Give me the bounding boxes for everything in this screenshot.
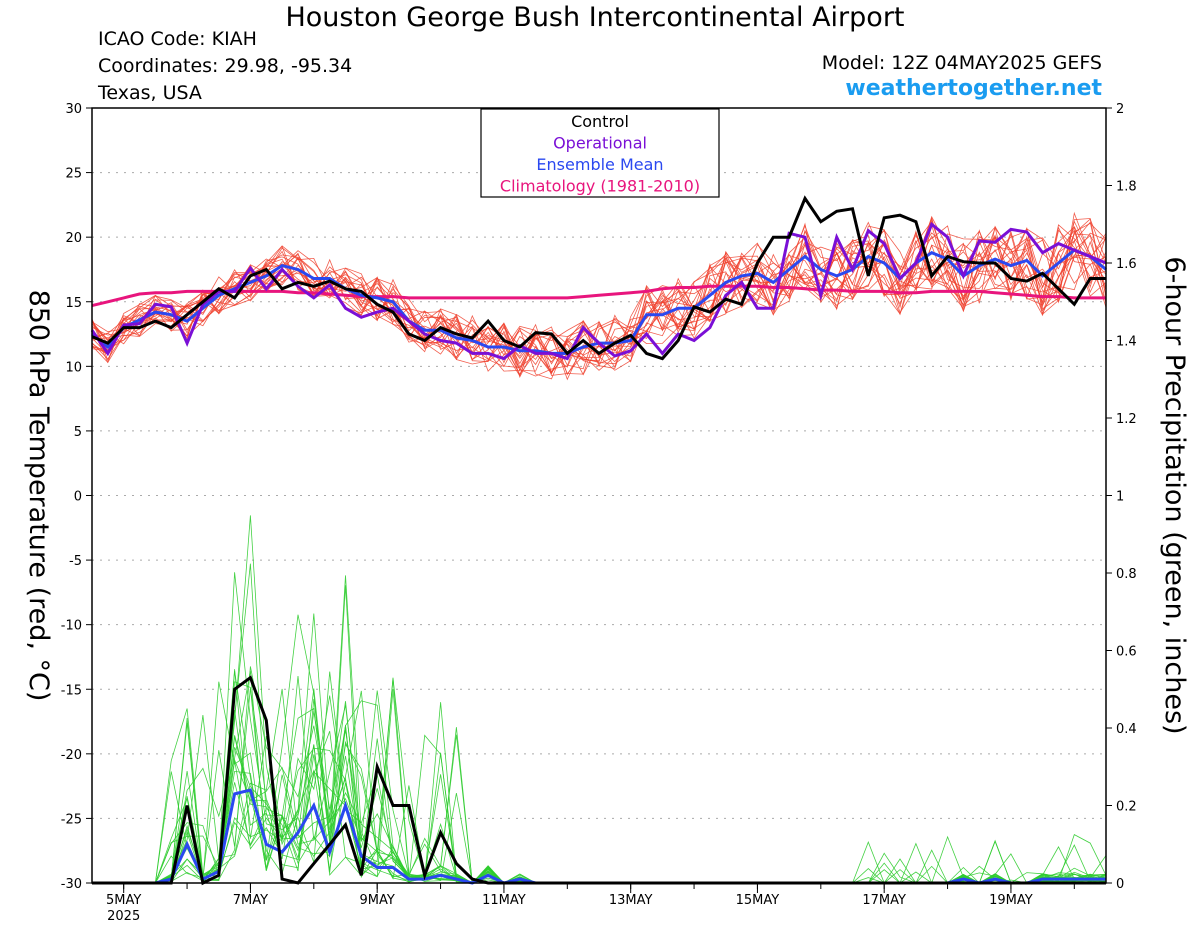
right-tick-label: 0 <box>1116 877 1124 892</box>
left-tick-label: 25 <box>65 167 82 182</box>
ylabel-left: 850 hPa Temperature (red, °C) <box>23 290 54 702</box>
precip-member-line <box>92 515 1107 884</box>
brand-link[interactable]: weathertogether.net <box>845 76 1102 101</box>
x-tick-label: 19MAY <box>989 893 1033 908</box>
temperature-member-line <box>91 218 1107 377</box>
right-tick-label: 0.8 <box>1116 567 1137 582</box>
left-tick-label: -15 <box>61 683 82 698</box>
left-tick-label: -25 <box>61 812 82 827</box>
right-tick-label: 0.4 <box>1116 722 1137 737</box>
left-tick-label: -20 <box>61 748 82 763</box>
precip-member-line <box>92 695 1107 884</box>
precip-member-line <box>92 681 1107 884</box>
x-tick-label: 13MAY <box>609 893 653 908</box>
right-tick-label: 2 <box>1116 102 1124 117</box>
legend-entry: Operational <box>553 134 647 153</box>
axes: 302520151050-5-10-15-20-25-3021.81.61.41… <box>23 102 1190 924</box>
precip-member-line <box>92 563 1107 884</box>
left-tick-label: 10 <box>65 360 82 375</box>
coordinates: Coordinates: 29.98, -95.34 <box>98 55 353 77</box>
right-tick-label: 1.4 <box>1116 335 1137 350</box>
precip-member-line <box>92 690 1107 884</box>
region: Texas, USA <box>98 82 202 104</box>
legend-entry: Ensemble Mean <box>536 155 663 174</box>
gridlines <box>92 107 1106 884</box>
x-tick-label: 5MAY <box>106 893 141 908</box>
x-tick-label: 11MAY <box>482 893 526 908</box>
right-tick-label: 1.6 <box>1116 257 1137 272</box>
temperature-control-line <box>91 195 1106 361</box>
legend-entry: Climatology (1981-2010) <box>500 177 700 196</box>
legend-box <box>480 108 720 198</box>
right-tick-label: 0.2 <box>1116 800 1137 815</box>
ylabel-right: 6-hour Precipitation (green, inches) <box>1159 256 1190 734</box>
left-tick-label: 30 <box>65 102 82 117</box>
right-tick-label: 0.6 <box>1116 645 1137 660</box>
left-tick-label: 15 <box>65 296 82 311</box>
x-tick-label: 15MAY <box>736 893 780 908</box>
left-tick-label: -5 <box>69 554 82 569</box>
page-title: Houston George Bush Intercontinental Air… <box>285 2 905 33</box>
x-tick-label: 17MAY <box>862 893 906 908</box>
left-tick-label: 20 <box>65 231 82 246</box>
x-tick-sublabel: 2025 <box>107 909 140 924</box>
icao-code: ICAO Code: KIAH <box>98 28 257 50</box>
ensemble-members <box>91 211 1107 884</box>
left-tick-label: -30 <box>61 877 82 892</box>
left-tick-label: -10 <box>61 619 82 634</box>
temperature-member-line <box>91 218 1107 381</box>
left-tick-label: 5 <box>74 425 82 440</box>
x-tick-label: 7MAY <box>233 893 268 908</box>
right-tick-label: 1.8 <box>1116 180 1137 195</box>
right-tick-label: 1.2 <box>1116 412 1137 427</box>
left-tick-label: 0 <box>74 490 82 505</box>
temperature-member-line <box>91 221 1107 374</box>
legend-entry: Control <box>571 112 629 131</box>
temperature-operational-line <box>90 221 1107 361</box>
legend: Control Operational Ensemble Mean Climatolo… <box>480 108 720 198</box>
model-run: Model: 12Z 04MAY2025 GEFS <box>821 52 1102 74</box>
climatology-line <box>91 284 1106 308</box>
right-tick-label: 1 <box>1116 490 1124 505</box>
x-tick-label: 9MAY <box>360 893 395 908</box>
